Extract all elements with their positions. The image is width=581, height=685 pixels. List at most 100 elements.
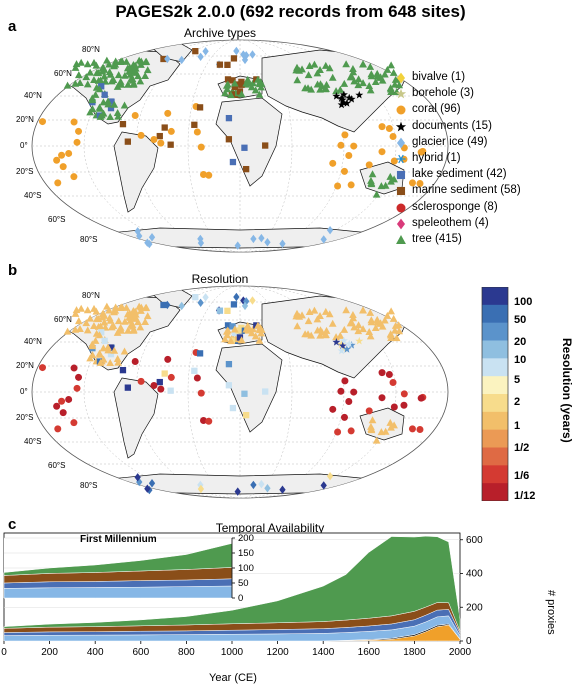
site-marker xyxy=(264,484,271,493)
site-marker xyxy=(59,409,67,417)
site-marker xyxy=(222,81,231,89)
svg-text:60°N: 60°N xyxy=(54,315,72,324)
site-marker xyxy=(223,85,232,93)
site-marker xyxy=(192,48,199,55)
site-marker xyxy=(196,104,204,111)
site-marker xyxy=(320,481,327,490)
site-marker xyxy=(110,62,118,70)
site-marker xyxy=(387,307,395,315)
site-marker xyxy=(227,337,235,345)
site-marker xyxy=(381,181,390,189)
site-marker xyxy=(349,64,357,72)
site-marker xyxy=(225,114,233,122)
site-marker xyxy=(243,75,252,83)
site-marker xyxy=(366,332,375,340)
site-marker xyxy=(349,310,357,318)
site-marker xyxy=(389,132,397,140)
site-marker xyxy=(164,355,172,363)
site-marker xyxy=(59,163,67,171)
site-marker xyxy=(121,71,129,79)
site-marker xyxy=(98,329,105,336)
svg-text:0°: 0° xyxy=(20,387,28,396)
site-marker xyxy=(292,66,301,74)
site-marker xyxy=(395,81,404,89)
x-tick-label: 400 xyxy=(87,647,104,658)
site-marker xyxy=(373,72,382,80)
site-marker xyxy=(125,66,134,74)
colorbar-tick-label: 1/6 xyxy=(514,470,530,482)
site-marker xyxy=(105,68,114,76)
site-marker xyxy=(96,350,104,358)
site-marker xyxy=(82,319,91,327)
site-marker xyxy=(390,157,398,165)
site-marker xyxy=(53,402,61,410)
site-marker xyxy=(341,377,349,385)
site-marker xyxy=(143,312,152,320)
site-marker xyxy=(105,60,113,68)
site-marker xyxy=(156,378,163,386)
site-marker xyxy=(359,79,367,87)
page-title: PAGES2k 2.0.0 (692 records from 648 site… xyxy=(115,2,466,21)
site-marker xyxy=(347,317,356,325)
site-marker xyxy=(77,304,86,312)
site-marker xyxy=(354,81,363,89)
site-marker xyxy=(389,378,397,386)
svg-text:20°N: 20°N xyxy=(16,361,34,370)
site-marker xyxy=(96,104,104,112)
site-marker xyxy=(205,417,213,425)
svg-text:40°S: 40°S xyxy=(24,437,41,446)
site-marker xyxy=(395,327,404,335)
site-marker xyxy=(385,125,393,133)
site-marker xyxy=(131,310,140,318)
site-marker xyxy=(381,427,390,435)
site-marker xyxy=(366,308,375,316)
site-marker xyxy=(339,90,348,99)
site-marker xyxy=(71,63,80,71)
site-marker xyxy=(350,77,359,85)
legend-label: coral (96) xyxy=(412,103,461,116)
site-marker xyxy=(202,293,209,302)
x-axis-label: Year (CE) xyxy=(209,672,257,684)
colorbar-tick-label: 50 xyxy=(514,314,527,326)
site-marker xyxy=(389,314,398,322)
site-marker xyxy=(390,421,398,429)
site-marker xyxy=(328,73,337,81)
site-marker xyxy=(236,334,244,341)
site-marker xyxy=(119,366,127,374)
x-tick-label: 1600 xyxy=(358,647,381,658)
svg-text:40°N: 40°N xyxy=(24,91,42,100)
site-marker xyxy=(107,350,115,358)
colorbar-swatch xyxy=(482,411,508,431)
colorbar-swatch xyxy=(482,465,508,484)
site-marker xyxy=(313,315,322,323)
site-marker xyxy=(197,52,204,61)
site-marker xyxy=(387,61,395,69)
svg-text:60°N: 60°N xyxy=(54,69,72,78)
svg-text:80°N: 80°N xyxy=(82,45,100,54)
lat-labels-a: 80°N 60°N 40°N 20°N 0° 20°S 40°S 60°S 80… xyxy=(16,45,100,244)
colorbar-tick-label: 1/12 xyxy=(514,490,536,502)
site-marker xyxy=(262,142,269,149)
site-marker xyxy=(122,57,131,65)
site-marker xyxy=(230,325,239,333)
site-marker xyxy=(104,346,113,354)
site-marker xyxy=(365,161,373,169)
site-marker xyxy=(144,238,151,247)
colorbar-tick-label: 2 xyxy=(514,396,521,408)
site-marker xyxy=(350,323,359,331)
site-marker xyxy=(372,190,381,198)
site-marker xyxy=(310,306,319,314)
y-tick-label: 400 xyxy=(466,569,483,580)
site-marker xyxy=(161,370,168,377)
site-marker xyxy=(334,428,342,436)
area-series-tree xyxy=(3,535,461,632)
site-marker xyxy=(322,326,331,334)
svg-text:0°: 0° xyxy=(20,141,28,150)
site-marker xyxy=(216,307,224,314)
site-marker xyxy=(88,342,97,350)
site-marker xyxy=(197,238,205,248)
site-marker xyxy=(241,390,248,397)
inset-y-tick-label: 150 xyxy=(238,548,254,559)
site-marker xyxy=(334,182,342,190)
site-marker xyxy=(416,179,424,187)
